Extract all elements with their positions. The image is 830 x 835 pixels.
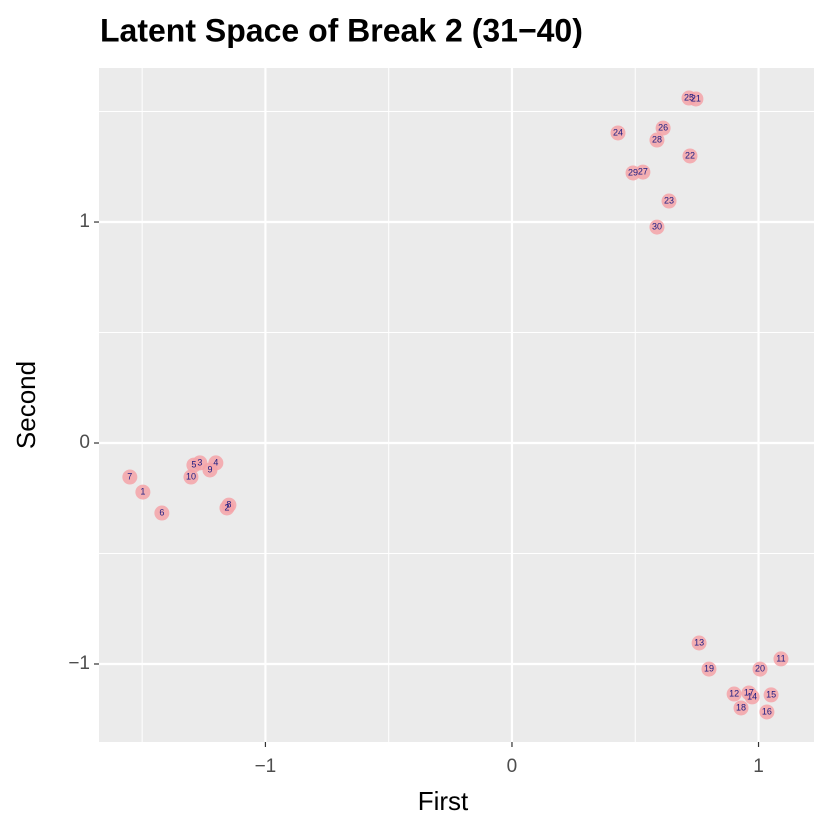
point-label: 15 bbox=[766, 689, 776, 699]
point-label: 17 bbox=[744, 687, 754, 697]
point-label: 25 bbox=[684, 92, 694, 102]
x-tick-label: 0 bbox=[507, 756, 518, 777]
point-label: 20 bbox=[755, 663, 765, 673]
x-axis-label: First bbox=[418, 786, 469, 816]
point-label: 5 bbox=[191, 459, 196, 469]
point-label: 26 bbox=[658, 122, 668, 132]
point bbox=[610, 125, 626, 141]
y-tick-label: −1 bbox=[68, 653, 90, 674]
point bbox=[759, 704, 775, 720]
point-label: 3 bbox=[197, 457, 202, 467]
point-label: 12 bbox=[729, 688, 739, 698]
point bbox=[726, 686, 742, 702]
point bbox=[625, 165, 641, 181]
y-tick-label: 1 bbox=[79, 211, 90, 232]
point-label: 16 bbox=[762, 706, 772, 716]
y-tick-label: 0 bbox=[79, 432, 90, 453]
point-label: 6 bbox=[159, 507, 164, 517]
point bbox=[655, 120, 671, 136]
point bbox=[701, 661, 717, 677]
point-label: 7 bbox=[127, 471, 132, 481]
point bbox=[202, 462, 218, 478]
point-label: 2 bbox=[224, 502, 229, 512]
y-axis-label: Second bbox=[11, 361, 41, 449]
chart-title: Latent Space of Break 2 (31−40) bbox=[100, 12, 583, 48]
point-label: 28 bbox=[652, 134, 662, 144]
point-label: 22 bbox=[685, 150, 695, 160]
point-label: 4 bbox=[213, 457, 218, 467]
point-label: 1 bbox=[140, 486, 145, 496]
point-label: 19 bbox=[704, 663, 714, 673]
x-tick-label: −1 bbox=[255, 756, 277, 777]
point bbox=[649, 219, 665, 235]
point-label: 18 bbox=[736, 702, 746, 712]
point-label: 23 bbox=[664, 195, 674, 205]
point-label: 29 bbox=[628, 167, 638, 177]
panel bbox=[99, 68, 814, 742]
point bbox=[661, 193, 677, 209]
point-label: 21 bbox=[691, 93, 701, 103]
point-label: 27 bbox=[638, 166, 648, 176]
point bbox=[733, 700, 749, 716]
point-label: 10 bbox=[186, 471, 196, 481]
point bbox=[741, 685, 757, 701]
point bbox=[681, 90, 697, 106]
point bbox=[135, 484, 151, 500]
point-label: 24 bbox=[613, 127, 623, 137]
point-label: 9 bbox=[207, 464, 212, 474]
point-label: 11 bbox=[776, 653, 785, 663]
point bbox=[682, 148, 698, 164]
point-label: 8 bbox=[226, 499, 231, 509]
point bbox=[183, 469, 199, 485]
point bbox=[221, 497, 237, 513]
point-label: 13 bbox=[694, 637, 704, 647]
point bbox=[649, 132, 665, 148]
point bbox=[691, 635, 707, 651]
point bbox=[763, 687, 779, 703]
point bbox=[752, 661, 768, 677]
x-tick-label: 1 bbox=[753, 756, 764, 777]
point-label: 30 bbox=[652, 221, 662, 231]
point bbox=[122, 469, 138, 485]
point bbox=[773, 651, 789, 667]
point-label: 14 bbox=[747, 691, 757, 701]
point bbox=[154, 505, 170, 521]
point bbox=[186, 457, 202, 473]
